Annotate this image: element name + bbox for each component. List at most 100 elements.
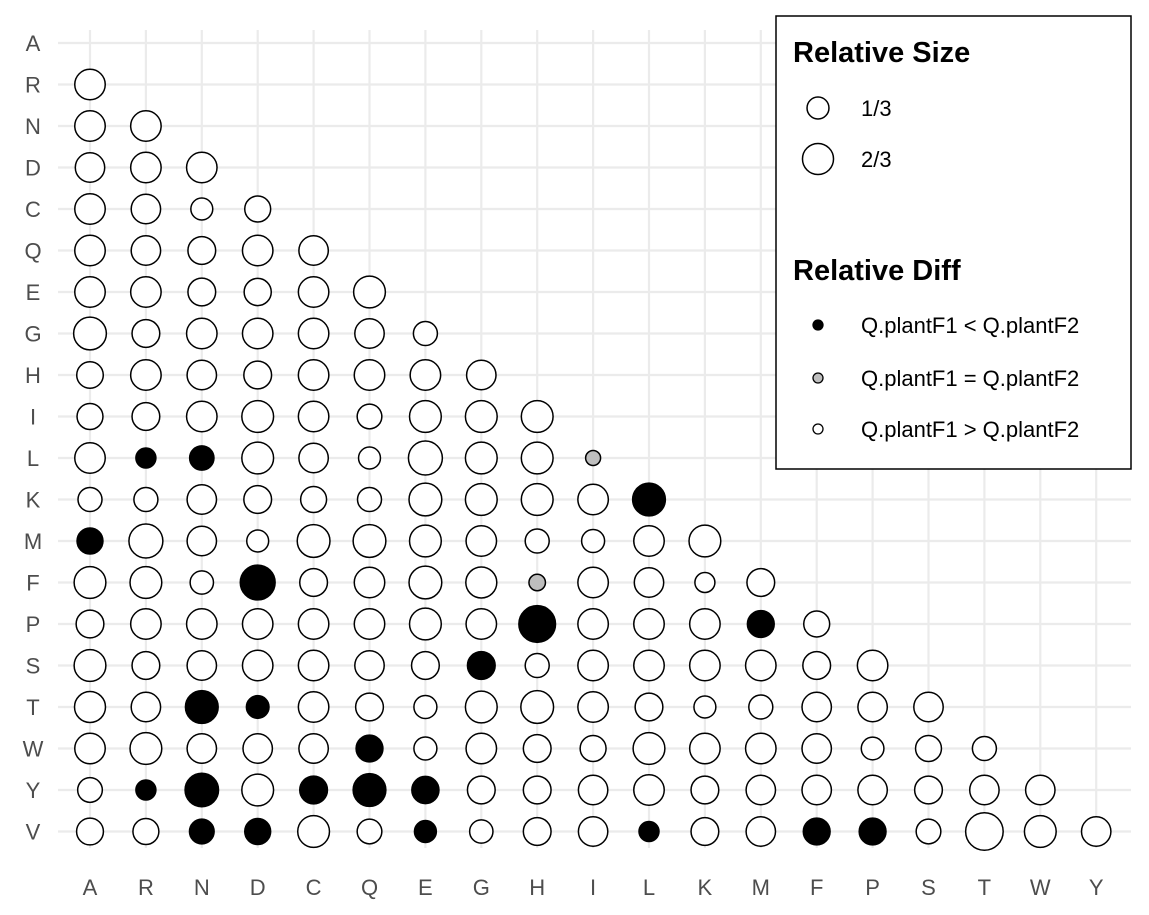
data-point [186,650,218,681]
y-tick-label: H [25,363,41,388]
x-tick-label: W [1030,875,1051,900]
data-point [464,441,498,475]
data-point [298,733,330,764]
data-point [968,774,1000,806]
diff-legend-items: Q.plantF1 < Q.plantF2 Q.plantF1 = Q.plant… [812,313,1079,442]
data-point [74,193,106,225]
data-point [355,734,384,763]
data-point [410,650,441,681]
data-point [130,691,162,723]
data-point [73,690,107,724]
y-tick-label: G [24,322,41,347]
data-point [914,734,943,763]
x-tick-label: E [418,875,433,900]
data-point [465,525,498,557]
data-point [408,565,443,600]
data-point [74,110,106,142]
data-point [297,276,330,308]
data-point [802,610,831,638]
data-point [858,817,887,846]
data-point [520,441,554,475]
data-point [296,814,331,849]
data-point [408,399,443,434]
y-tick-label: W [23,737,44,762]
data-point [1024,774,1056,806]
data-point [72,316,108,351]
data-point [408,524,443,558]
data-point [129,110,162,142]
data-point [74,234,106,267]
data-point [633,774,665,806]
legend: Relative Size 1/3 2/3 Relative Diff Q.pla… [775,15,1132,470]
data-point [297,649,330,682]
data-point [241,317,274,350]
data-point [577,691,610,723]
size-legend-key [806,96,830,120]
x-tick-label: C [306,875,322,900]
data-point [352,523,387,559]
data-point [745,774,777,806]
data-point [187,277,217,307]
data-point [412,320,439,347]
data-point [242,733,274,764]
data-point [468,819,494,844]
data-point [297,608,330,640]
y-tick-label: D [25,156,41,181]
data-point [856,649,889,682]
data-point [241,234,274,267]
data-point [74,152,106,183]
data-point [245,694,270,720]
x-tick-label: M [752,875,770,900]
data-point [184,772,220,808]
data-point [186,359,218,391]
y-tick-label: S [26,654,41,679]
data-point [185,151,218,184]
data-point [577,816,609,847]
data-point [188,445,215,471]
data-point [1080,816,1112,847]
data-point [129,565,163,600]
data-point [522,816,552,847]
data-point [297,691,330,723]
data-points [72,68,1112,852]
data-point [189,570,215,595]
x-tick-label: Q [361,875,378,900]
x-tick-label: A [83,875,98,900]
data-point [243,360,273,390]
data-point [746,609,775,639]
y-tick-label: E [26,280,41,305]
data-point [353,608,386,640]
data-point [130,193,162,225]
data-point [76,402,104,431]
data-point [413,819,438,844]
diff-legend-label: Q.plantF1 > Q.plantF2 [861,417,1079,442]
data-point [356,403,383,430]
y-tick-label: T [26,695,39,720]
data-point [465,608,498,640]
data-point [971,735,998,762]
data-point [745,816,777,847]
data-point [409,359,442,391]
data-point [298,235,330,266]
data-point [464,482,498,517]
data-point [133,486,159,513]
diff-legend-label: Q.plantF1 < Q.plantF2 [861,313,1079,338]
data-point [135,447,157,469]
data-point [579,734,607,763]
data-point [190,197,214,221]
data-point [241,441,275,475]
size-legend-label: 1/3 [861,96,892,121]
data-point [187,235,217,266]
size-legend-items: 1/3 2/3 [801,96,892,176]
data-point [74,68,106,101]
data-point [577,774,609,806]
data-point [76,776,104,804]
data-point [186,733,218,764]
x-tick-label: N [194,875,210,900]
y-tick-label: V [26,820,41,845]
data-point [74,732,106,765]
data-point [241,649,274,682]
data-point [690,816,720,847]
x-tick-label: G [473,875,490,900]
data-point [73,565,107,600]
